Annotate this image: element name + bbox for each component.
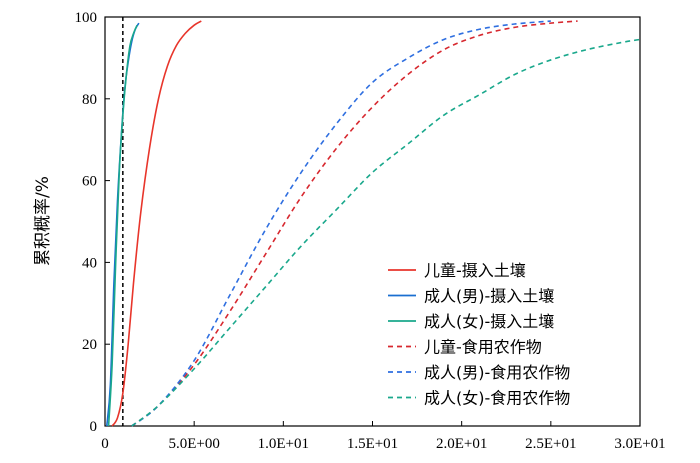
legend-label-3: 成人(女)-摄入土壤	[424, 312, 554, 331]
legend-label-5: 成人(男)-食用农作物	[424, 363, 570, 382]
y-axis: 0 20 40 60 80 100	[75, 10, 110, 435]
y-tick-label: 60	[82, 174, 97, 190]
y-tick-label: 100	[75, 10, 98, 26]
series-line-5	[131, 20, 551, 427]
legend-label-6: 成人(女)-食用农作物	[424, 389, 570, 408]
legend-label-2: 成人(男)-摄入土壤	[424, 287, 554, 306]
legend: 儿童-摄入土壤成人(男)-摄入土壤成人(女)-摄入土壤儿童-食用农作物成人(男)…	[388, 261, 570, 408]
y-tick-label: 80	[82, 92, 97, 108]
x-tick-label: 5.0E+00	[168, 436, 219, 452]
legend-label-1: 儿童-摄入土壤	[424, 261, 526, 280]
x-tick-label: 2.0E+01	[436, 436, 487, 452]
x-tick-label: 1.0E+01	[258, 436, 309, 452]
y-tick-label: 40	[82, 255, 97, 271]
series-line-3	[107, 24, 138, 427]
x-tick-label: 2.5E+01	[525, 436, 576, 452]
legend-label-4: 儿童-食用农作物	[424, 338, 542, 357]
y-tick-label: 0	[90, 419, 98, 435]
x-tick-label: 1.5E+01	[347, 436, 398, 452]
x-tick-label: 0	[101, 436, 109, 452]
x-axis: 0 5.0E+00 1.0E+01 1.5E+01 2.0E+01 2.5E+01 3.0E…	[101, 421, 666, 452]
series-line-1	[111, 20, 202, 427]
series-line-6	[131, 38, 641, 427]
x-tick-label: 3.0E+01	[614, 436, 665, 452]
y-tick-label: 20	[82, 337, 97, 353]
series-lines	[105, 20, 641, 427]
y-axis-label: 累积概率/%	[33, 176, 53, 266]
